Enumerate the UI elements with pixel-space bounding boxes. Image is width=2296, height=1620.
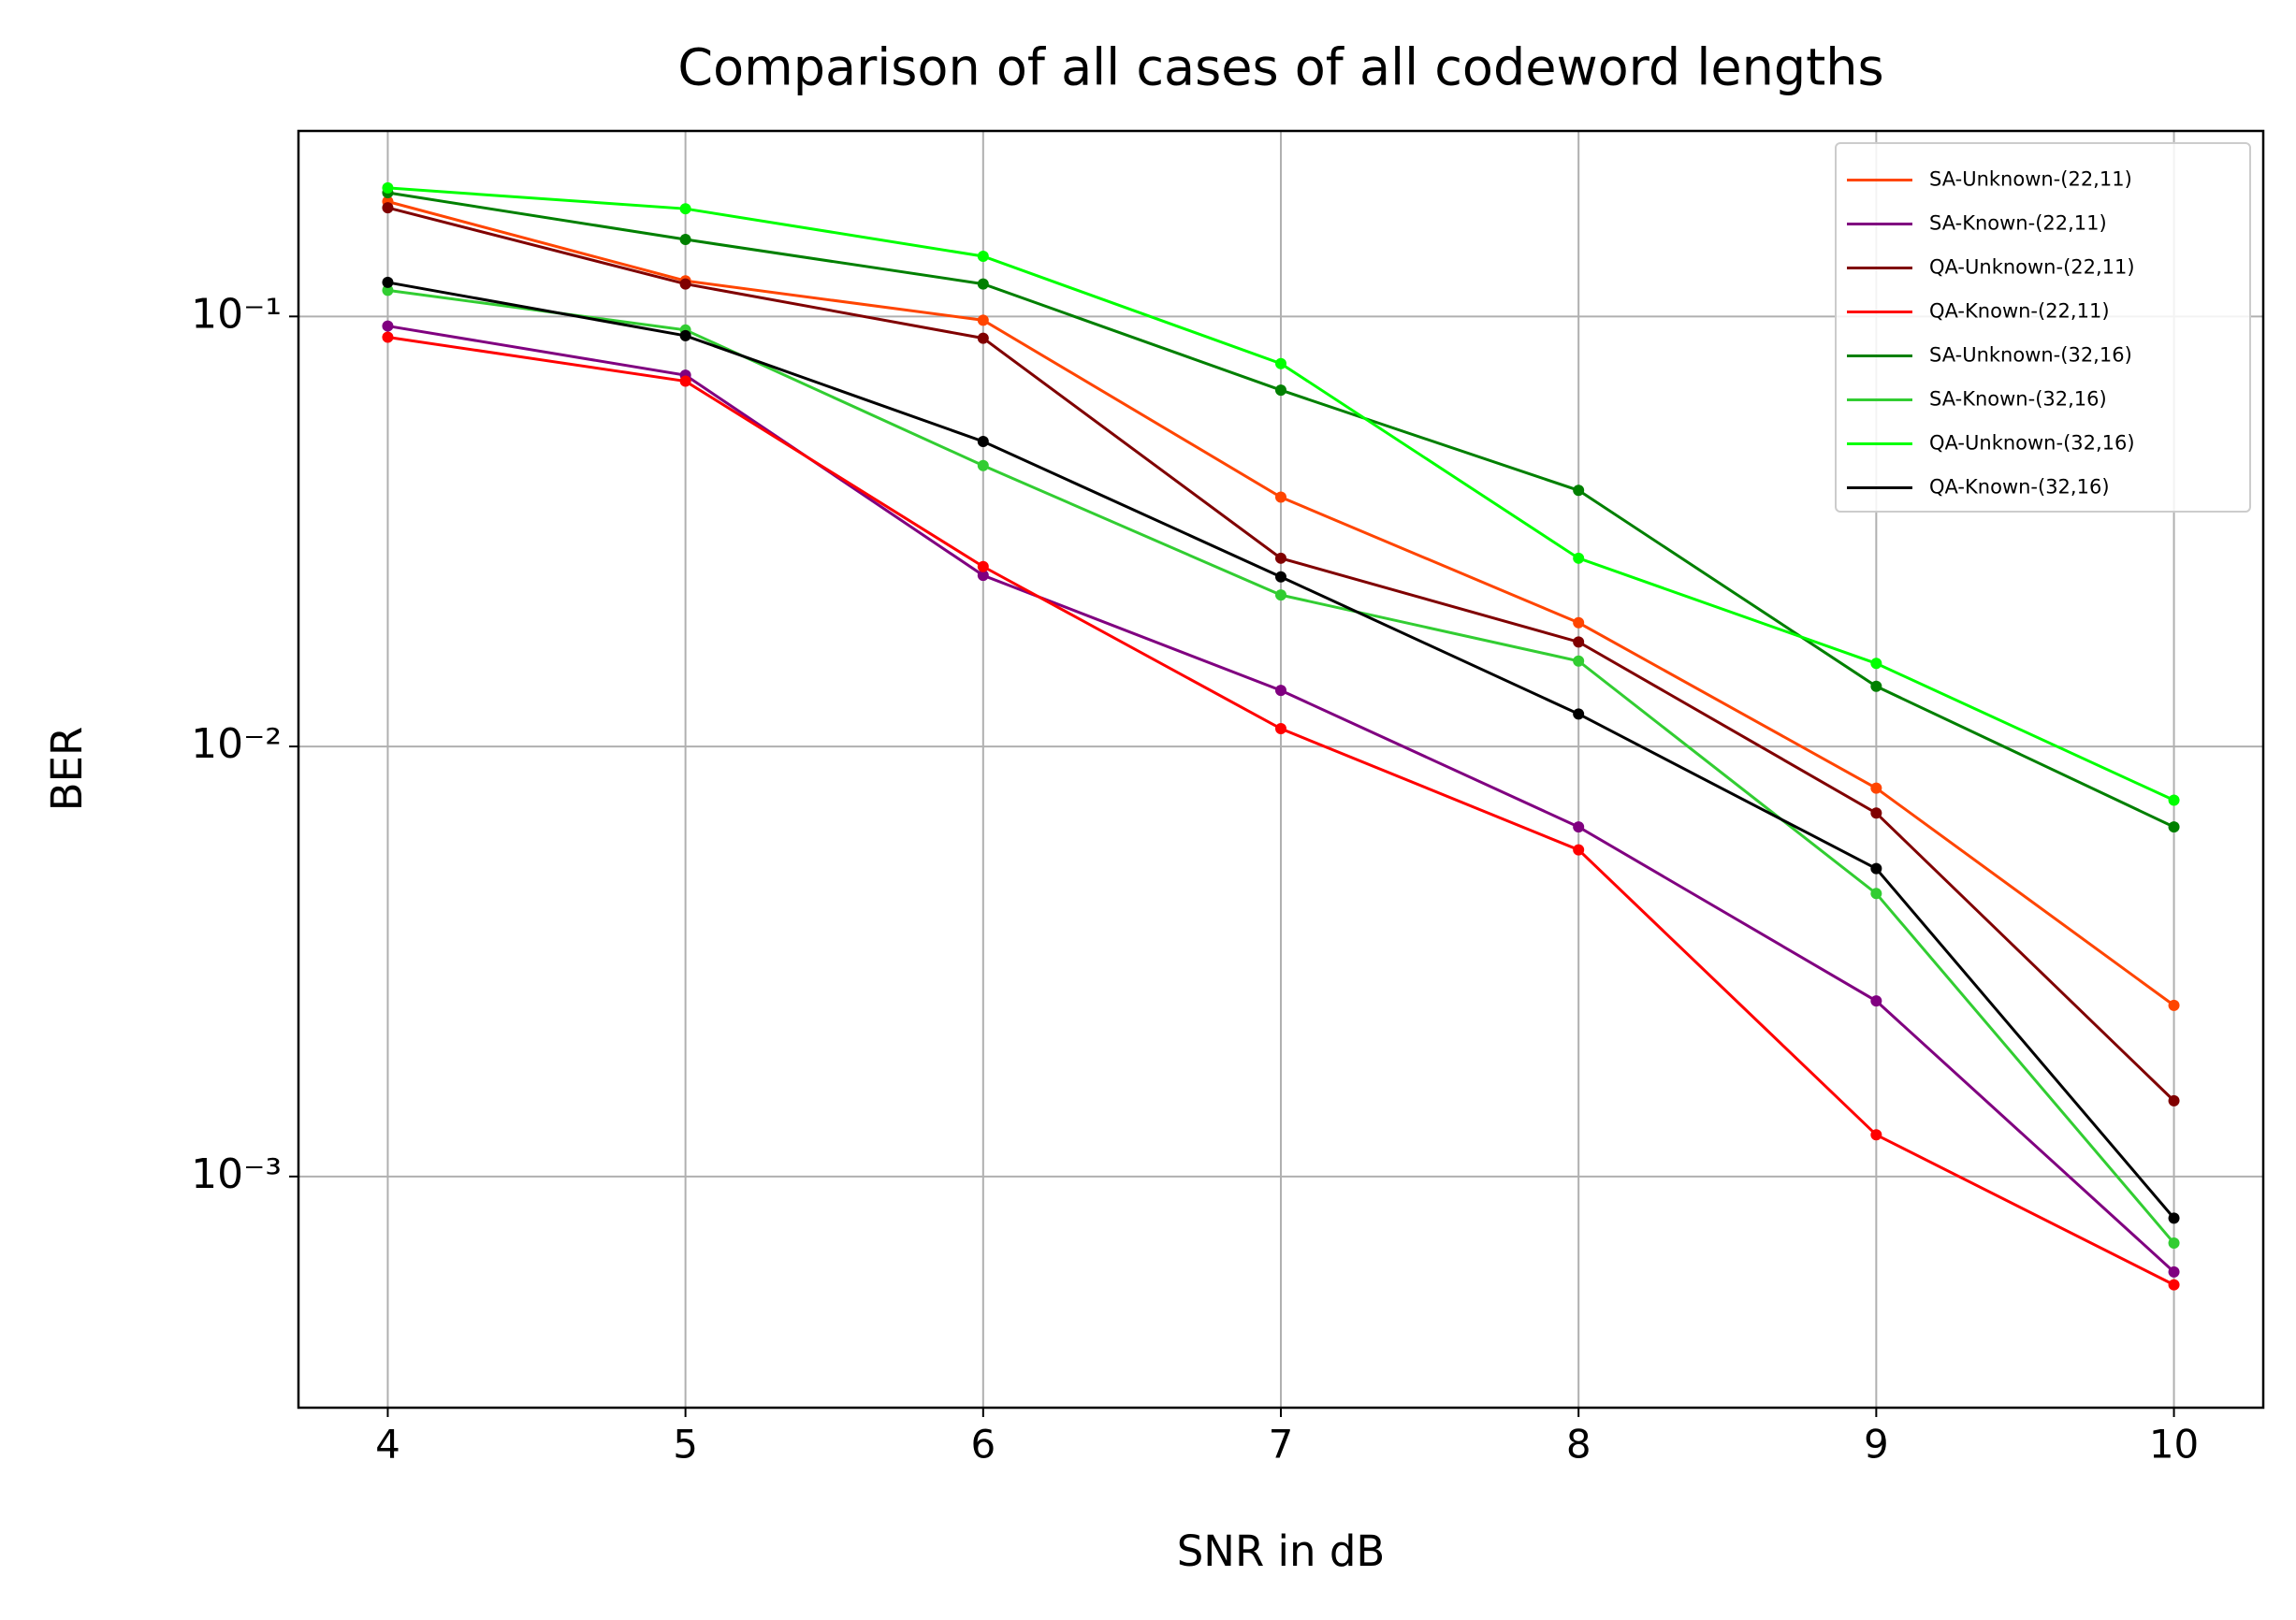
data-point	[1275, 571, 1286, 583]
legend-label: QA-Known-(22,11)	[1929, 300, 2110, 323]
data-point	[2168, 1279, 2180, 1291]
y-tick-label: 10⁻¹	[191, 290, 282, 338]
data-point	[1573, 485, 1585, 497]
x-tick-label: 9	[1864, 1422, 1889, 1468]
data-point	[977, 251, 989, 263]
data-point	[382, 320, 394, 332]
data-point	[2168, 1094, 2180, 1107]
data-point	[1870, 680, 1882, 692]
plot-frame	[297, 129, 2265, 1410]
data-point	[1275, 357, 1286, 369]
data-point	[679, 278, 691, 290]
y-tick-label: 10⁻³	[191, 1150, 282, 1198]
x-tick-label: 4	[375, 1422, 400, 1468]
x-axis-label: SNR in dB	[1177, 1526, 1386, 1576]
data-point	[977, 332, 989, 344]
data-point	[977, 570, 989, 582]
data-point	[1275, 589, 1286, 601]
data-point	[679, 329, 691, 341]
x-tick-label: 5	[673, 1422, 698, 1468]
x-tick-label: 10	[2149, 1422, 2199, 1468]
data-point	[977, 459, 989, 471]
legend-label: SA-Known-(22,11)	[1929, 212, 2107, 235]
x-tick-label: 8	[1566, 1422, 1591, 1468]
legend-label: SA-Known-(32,16)	[1929, 388, 2107, 411]
data-point	[1870, 995, 1882, 1007]
data-point	[679, 234, 691, 246]
chart-title: Comparison of all cases of all codeword …	[677, 38, 1883, 97]
data-point	[1573, 552, 1585, 564]
data-point	[1275, 491, 1286, 503]
data-point	[977, 278, 989, 290]
data-point	[1870, 888, 1882, 900]
legend-label: QA-Unknown-(22,11)	[1929, 256, 2135, 279]
y-axis-label: BER	[42, 727, 92, 812]
data-point	[382, 181, 394, 194]
data-point	[1573, 708, 1585, 720]
data-point	[1573, 616, 1585, 629]
data-point	[1275, 685, 1286, 697]
data-point	[1275, 723, 1286, 735]
data-point	[977, 560, 989, 572]
data-point	[2168, 821, 2180, 833]
legend-label: SA-Unknown-(32,16)	[1929, 344, 2132, 367]
data-point	[1573, 844, 1585, 856]
data-point	[1870, 658, 1882, 670]
x-tick-label: 7	[1269, 1422, 1294, 1468]
data-point	[679, 203, 691, 215]
data-point	[1275, 552, 1286, 564]
y-tick-label: 10⁻²	[191, 720, 282, 768]
data-point	[2168, 999, 2180, 1011]
legend-box	[1835, 142, 2251, 513]
data-point	[1573, 821, 1585, 833]
data-point	[1870, 807, 1882, 819]
data-point	[2168, 794, 2180, 806]
legend-label: QA-Unknown-(32,16)	[1929, 432, 2135, 455]
data-point	[977, 435, 989, 447]
x-tick-label: 6	[970, 1422, 995, 1468]
data-point	[382, 331, 394, 343]
data-point	[1870, 1129, 1882, 1141]
data-point	[382, 276, 394, 288]
data-point	[1870, 782, 1882, 794]
data-point	[977, 314, 989, 326]
data-point	[1573, 636, 1585, 648]
data-point	[382, 284, 394, 297]
data-point	[2168, 1266, 2180, 1278]
data-point	[2168, 1237, 2180, 1250]
data-point	[1573, 655, 1585, 667]
data-point	[679, 375, 691, 387]
data-point	[1275, 384, 1286, 397]
legend-label: SA-Unknown-(22,11)	[1929, 168, 2132, 191]
data-point	[382, 202, 394, 214]
legend-label: QA-Known-(32,16)	[1929, 476, 2110, 499]
data-point	[2168, 1212, 2180, 1224]
data-point	[1870, 862, 1882, 875]
